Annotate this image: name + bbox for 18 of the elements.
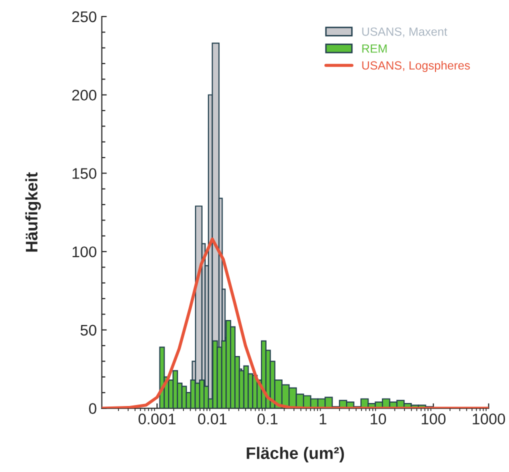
x-tick-label: 10	[370, 414, 386, 424]
x-tick-label: 1	[320, 414, 326, 424]
y-tick-label: 50	[80, 324, 96, 336]
y-tick-label: 150	[72, 168, 96, 179]
y-tick-label: 250	[72, 11, 96, 22]
x-tick-label: 0.001	[138, 414, 176, 424]
y-tick-label: 0	[89, 403, 96, 414]
x-tick-label: 1000	[472, 414, 506, 424]
y-axis-title: Häufigkeit	[25, 172, 41, 252]
x-tick-label: 100	[422, 414, 446, 424]
legend-label: REM	[362, 44, 387, 53]
legend-label: USANS, Maxent	[362, 27, 448, 38]
y-tick-label: 200	[72, 90, 96, 101]
x-tick-label: 0.01	[198, 414, 226, 424]
x-tick-label: 0.1	[258, 414, 278, 424]
x-axis-title: Fläche (um²)	[246, 446, 344, 462]
y-tick-label: 100	[72, 246, 96, 258]
legend-label: USANS, Logspheres	[362, 60, 470, 72]
